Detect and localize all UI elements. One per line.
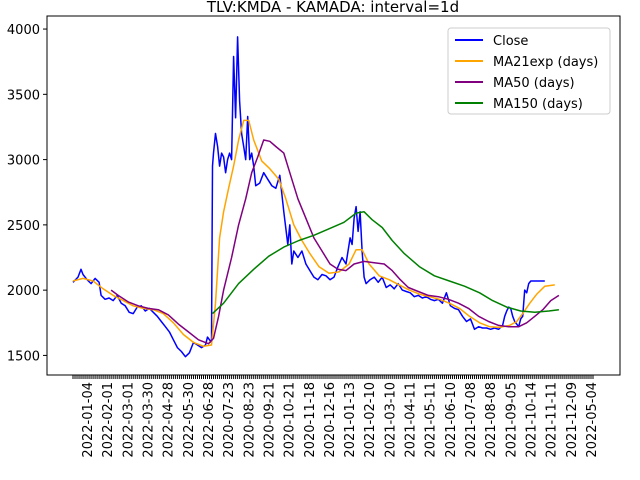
x-tick-label: 2021-01-13 xyxy=(343,382,358,458)
x-tick-label: 2021-07-08 xyxy=(464,382,479,458)
x-tick-label: 2021-08-08 xyxy=(484,382,499,458)
x-tick-label: 2021-09-05 xyxy=(504,382,519,458)
series-line-2 xyxy=(110,139,560,345)
legend-box xyxy=(447,27,611,115)
x-tick-label: 2020-08-23 xyxy=(242,382,257,458)
series-line-3 xyxy=(211,211,559,315)
y-tick-label: 4000 xyxy=(7,23,40,38)
x-tick-label: 2022-06-28 xyxy=(202,382,217,458)
x-tick-label: 2022-01-04 xyxy=(81,382,96,458)
legend-items: Close MA21exp (days) MA50 (days) MA150 (day… xyxy=(455,34,598,112)
x-tick-label: 2021-05-11 xyxy=(424,382,439,458)
x-tick-label: 2021-06-10 xyxy=(444,382,459,458)
x-tick-label: 2020-12-16 xyxy=(323,382,338,458)
chart-title: TLV:KMDA - KAMADA: interval=1d xyxy=(206,0,459,16)
y-tick-label: 3500 xyxy=(7,88,40,103)
legend: Close MA21exp (days) MA50 (days) MA150 (day… xyxy=(447,27,611,115)
legend-label: Close xyxy=(493,34,528,49)
legend-label: MA50 (days) xyxy=(493,76,575,91)
x-tick-label: 2022-05-04 xyxy=(585,382,600,458)
x-tick-label: 2021-03-10 xyxy=(383,382,398,458)
legend-label: MA21exp (days) xyxy=(493,55,598,70)
x-tick-label: 2020-10-21 xyxy=(283,382,298,458)
x-axis: 2022-01-04 2022-02-01 2022-03-01 2022-03-30… xyxy=(72,375,600,458)
x-tick-label: 2020-09-21 xyxy=(262,382,277,458)
x-tick-label: 2021-11-11 xyxy=(545,382,560,458)
legend-label: MA150 (days) xyxy=(493,97,583,112)
series-layer xyxy=(72,36,560,358)
y-tick-label: 3000 xyxy=(7,154,40,169)
x-tick-label: 2022-03-30 xyxy=(141,382,156,458)
x-tick-label: 2021-04-11 xyxy=(404,382,419,458)
x-tick-label: 2020-07-23 xyxy=(222,382,237,458)
x-tick-label: 2021-10-14 xyxy=(525,382,540,458)
x-tick-label: 2022-05-30 xyxy=(182,382,197,458)
y-tick-label: 1500 xyxy=(7,349,40,364)
y-tick-label: 2000 xyxy=(7,284,40,299)
x-tick-label: 2021-02-10 xyxy=(363,382,378,458)
x-tick-label: 2020-11-18 xyxy=(303,382,318,458)
x-tick-label: 2022-04-28 xyxy=(162,382,177,458)
series-line-1 xyxy=(72,119,555,348)
x-tick-label: 2022-03-01 xyxy=(121,382,136,458)
series-line-0 xyxy=(72,36,545,358)
x-tick-label: 2022-02-01 xyxy=(101,382,116,458)
y-tick-label: 2500 xyxy=(7,219,40,234)
y-axis: 1500 2000 2500 3000 3500 4000 xyxy=(7,23,47,364)
x-tick-label: 2021-12-09 xyxy=(565,382,580,458)
